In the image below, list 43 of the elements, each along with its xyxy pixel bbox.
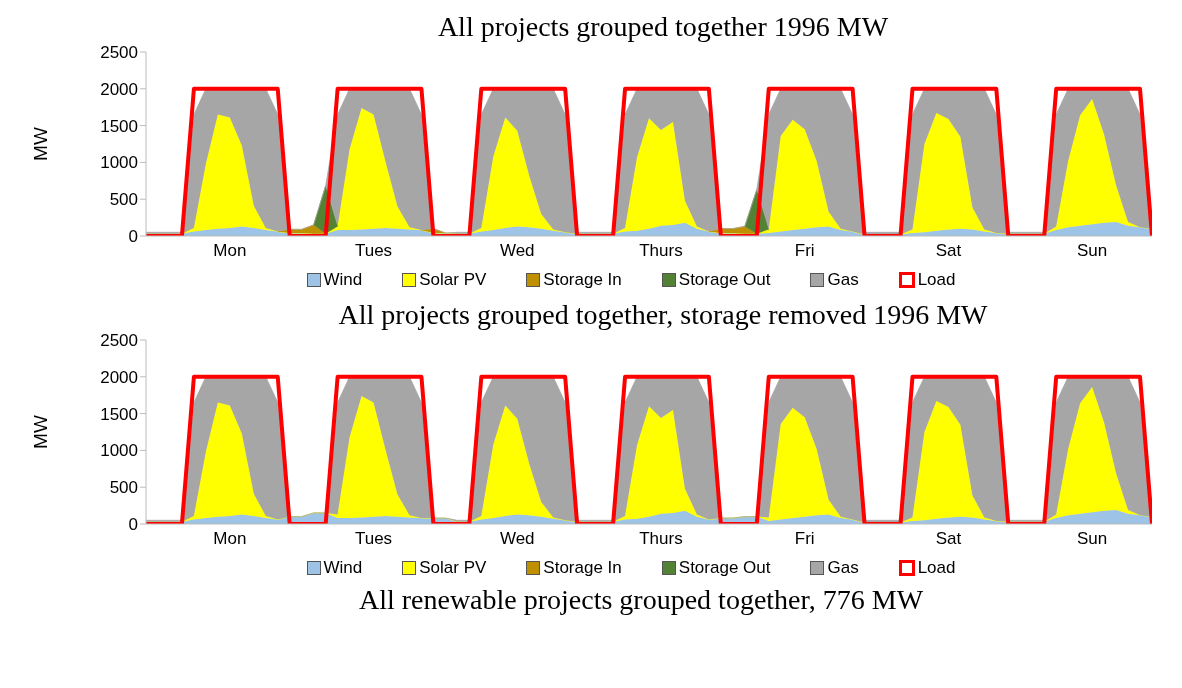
x-tick-label: Sun: [1076, 241, 1108, 261]
y-tick-label: 1500: [100, 116, 138, 136]
x-tick-label: Thurs: [639, 529, 683, 549]
y-tick-label: 0: [128, 227, 138, 247]
x-tick-label: Mon: [213, 529, 247, 549]
x-tick-label: Tues: [354, 529, 393, 549]
legend-label: Gas: [827, 270, 859, 290]
legend-label: Load: [917, 270, 956, 290]
y-tick-label: 2500: [100, 43, 138, 63]
y-tick-label: 1000: [100, 441, 138, 461]
legend-label: Solar PV: [419, 558, 487, 578]
y-tick-label: 500: [109, 190, 138, 210]
text: All renewable projects grouped together, 776 MW: [357, 584, 925, 616]
y-tick-label: 0: [128, 515, 138, 535]
y-tick-label: 500: [109, 478, 138, 498]
y-tick-label: 2000: [100, 367, 138, 387]
legend-label: Storage In: [543, 558, 622, 578]
x-tick-label: Sun: [1076, 529, 1108, 549]
y-axis-title: MW: [29, 415, 51, 449]
legend-label: Storage In: [543, 270, 622, 290]
legend-label: Wind: [323, 270, 363, 290]
y-tick-label: 1000: [100, 153, 138, 173]
x-tick-label: Fri: [794, 241, 815, 261]
legend-label: Gas: [827, 558, 859, 578]
legend-label: Solar PV: [419, 270, 487, 290]
chart-title: All projects grouped together, storage removed 1996 MW: [338, 299, 989, 330]
legend-label: Storage Out: [678, 558, 771, 578]
legend-label: Storage Out: [678, 270, 771, 290]
y-axis-title: MW: [29, 127, 51, 161]
y-tick-label: 2500: [100, 331, 138, 351]
x-tick-label: Sat: [935, 529, 962, 549]
y-tick-label: 1500: [100, 404, 138, 424]
x-tick-label: Mon: [213, 241, 247, 261]
legend-label: Load: [917, 558, 956, 578]
chart-title: All projects grouped together 1996 MW: [437, 11, 889, 42]
x-tick-label: Tues: [354, 241, 393, 261]
x-tick-label: Sat: [935, 241, 962, 261]
y-tick-label: 2000: [100, 79, 138, 99]
legend-label: Wind: [323, 558, 363, 578]
x-tick-label: Thurs: [639, 241, 683, 261]
x-tick-label: Wed: [499, 241, 535, 261]
x-tick-label: Wed: [499, 529, 535, 549]
x-tick-label: Fri: [794, 529, 815, 549]
